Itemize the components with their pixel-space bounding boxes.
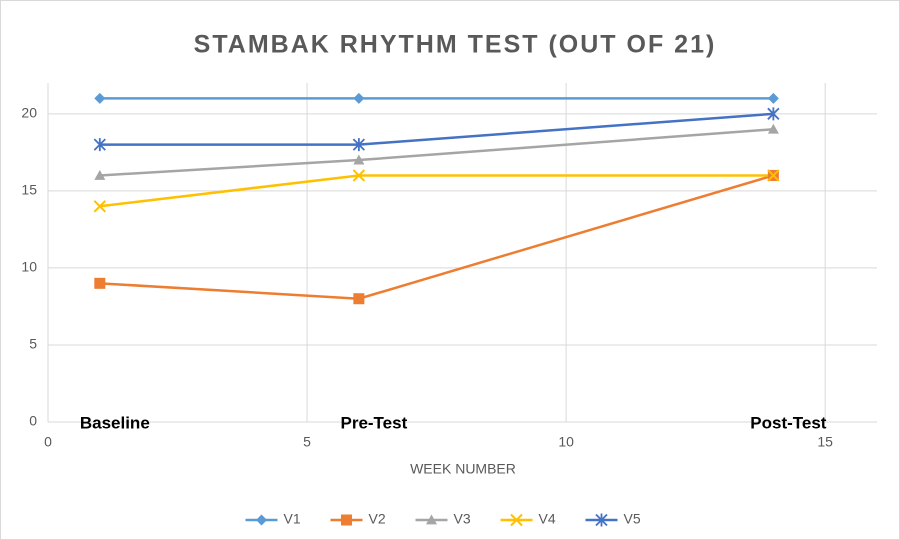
y-tick-label: 5 — [29, 336, 37, 352]
annotation: Post-Test — [750, 413, 827, 432]
x-axis-label: WEEK NUMBER — [410, 461, 516, 477]
legend-label: V4 — [539, 511, 556, 527]
marker — [352, 138, 366, 152]
marker — [353, 154, 365, 165]
chart-title: STAMBAK RHYTHM TEST (OUT OF 21) — [194, 31, 717, 59]
legend-label: V2 — [369, 511, 386, 527]
marker — [93, 200, 107, 213]
marker — [353, 293, 365, 305]
legend-label: V3 — [454, 511, 471, 527]
marker — [426, 514, 437, 525]
marker — [510, 513, 523, 527]
marker — [767, 92, 779, 104]
marker — [256, 514, 267, 526]
marker — [767, 107, 780, 121]
annotation: Pre-Test — [340, 413, 407, 432]
marker — [767, 169, 780, 182]
marker — [94, 277, 106, 289]
marker — [352, 169, 366, 182]
y-tick-label: 15 — [21, 182, 37, 198]
x-tick-label: 10 — [558, 434, 574, 450]
legend-label: V5 — [624, 511, 641, 527]
x-tick-label: 15 — [817, 434, 833, 450]
marker — [94, 169, 106, 180]
marker — [93, 138, 106, 152]
marker — [595, 513, 608, 527]
marker — [94, 92, 106, 104]
marker — [353, 92, 365, 104]
marker — [767, 123, 779, 134]
x-tick-label: 0 — [44, 434, 52, 450]
legend-label: V1 — [284, 511, 301, 527]
x-tick-label: 5 — [303, 434, 311, 450]
annotation: Baseline — [80, 413, 150, 432]
y-tick-label: 0 — [29, 413, 37, 429]
y-tick-label: 10 — [21, 259, 37, 275]
y-tick-label: 20 — [21, 105, 37, 121]
marker — [341, 514, 352, 526]
